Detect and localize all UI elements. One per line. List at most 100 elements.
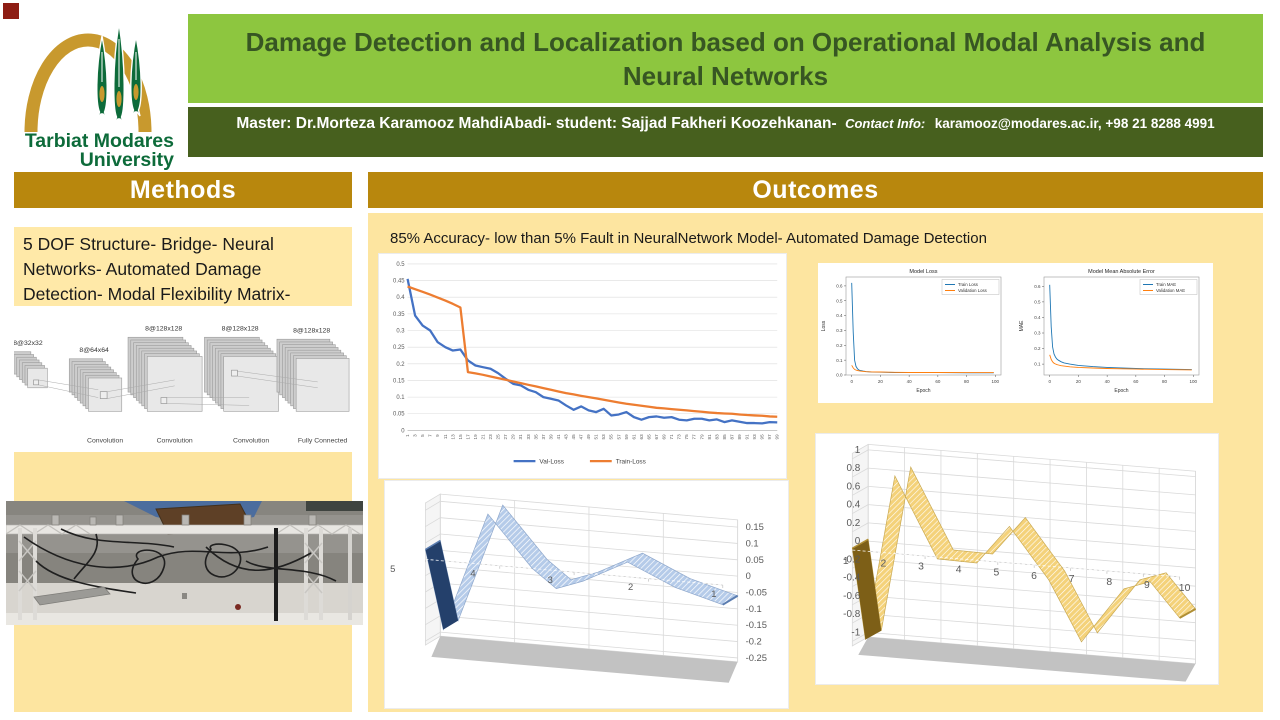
svg-text:80: 80 [964,379,970,384]
svg-text:Train-Loss: Train-Loss [616,459,646,466]
svg-text:37: 37 [541,434,546,440]
svg-text:Model Loss: Model Loss [909,269,937,275]
svg-text:77: 77 [692,434,697,440]
svg-text:0.05: 0.05 [746,554,764,565]
svg-text:49: 49 [586,434,591,440]
svg-text:99: 99 [775,434,780,440]
svg-text:8@128x128: 8@128x128 [222,326,259,333]
outcomes-panel: 85% Accuracy- low than 5% Fault in Neura… [368,213,1263,712]
damage-index-chart-yellow: 1 0.8 0.6 0.4 0.2 0 -0.2 -0.4 -0.6 -0.8 -1 1 2 3 4 5 6 7 8… [815,433,1219,685]
svg-text:3: 3 [413,434,418,437]
svg-text:31: 31 [518,434,523,440]
svg-text:1: 1 [843,556,849,567]
svg-text:0: 0 [1048,379,1051,384]
svg-text:9: 9 [435,434,440,437]
methods-header-label: Methods [129,175,237,204]
svg-text:100: 100 [1190,379,1198,384]
svg-text:93: 93 [752,434,757,440]
svg-text:60: 60 [935,379,941,384]
svg-text:89: 89 [737,434,742,440]
svg-text:91: 91 [745,434,750,440]
yellow-3d-area-graphic: 1 0.8 0.6 0.4 0.2 0 -0.2 -0.4 -0.6 -0.8 -1 1 2 3 4 5 6 7 8… [843,443,1197,682]
svg-text:57: 57 [616,434,621,440]
experiment-photo [6,501,363,625]
svg-text:47: 47 [579,434,584,440]
svg-text:19: 19 [473,434,478,440]
svg-text:53: 53 [601,434,606,440]
svg-text:13: 13 [450,434,455,440]
svg-text:20: 20 [1076,379,1082,384]
svg-text:0.3: 0.3 [1034,331,1041,336]
svg-text:Train MAE: Train MAE [1156,282,1176,287]
contact-info-value: karamooz@modares.ac.ir, +98 21 8288 4991 [934,116,1215,131]
svg-text:Loss: Loss [821,320,827,331]
svg-text:80: 80 [1162,379,1168,384]
svg-text:43: 43 [563,434,568,440]
svg-text:95: 95 [760,434,765,440]
svg-text:69: 69 [662,434,667,440]
svg-text:55: 55 [609,434,614,440]
loss-history-chart: 0 0.05 0.1 0.15 0.2 0.25 0.3 0.35 0.4 0.45 0.5 1 3 5 7… [378,253,787,479]
svg-text:21: 21 [480,434,485,440]
svg-text:-0.6: -0.6 [843,591,861,602]
svg-text:0.15: 0.15 [746,521,764,532]
svg-text:Val-Loss: Val-Loss [539,459,564,466]
svg-text:0.1: 0.1 [746,537,759,548]
modal-flexibility-chart-blue: 0.15 0.1 0.05 0 -0.05 -0.1 -0.15 -0.2 -0.25 5 4 3 2 1 [384,480,789,709]
svg-text:0.2: 0.2 [1034,346,1041,351]
svg-text:0.1: 0.1 [836,358,843,363]
svg-text:15: 15 [458,434,463,440]
svg-text:8@32x32: 8@32x32 [14,340,43,347]
authors-bar: Master: Dr.Morteza Karamooz MahdiAbadi- … [188,107,1263,157]
svg-text:67: 67 [654,434,659,440]
svg-text:5: 5 [420,434,425,437]
outcomes-header-label: Outcomes [752,175,879,204]
svg-text:0.6: 0.6 [846,481,860,492]
svg-text:University: University [80,149,174,170]
training-curves-graphic: Model Loss 0.0 0.1 0.2 0.3 0.4 0.5 0.6 0 20 40 60 80… [821,269,1200,394]
svg-text:Convolution: Convolution [157,438,193,445]
svg-text:0.5: 0.5 [396,262,405,268]
svg-text:-0.2: -0.2 [746,636,762,647]
svg-text:8: 8 [1106,577,1112,588]
svg-text:39: 39 [548,434,553,440]
svg-text:29: 29 [511,434,516,440]
svg-text:6: 6 [1031,571,1037,582]
cnn-diagram-graphic: 8@32x32 8@64x64 8@128x128 8@128x128 8@128x12… [14,326,350,445]
poster-title: Damage Detection and Localization based … [245,26,1206,91]
svg-text:Validation MAE: Validation MAE [1156,288,1185,293]
svg-text:63: 63 [639,434,644,440]
svg-text:27: 27 [503,434,508,440]
blue-3d-area-graphic: 0.15 0.1 0.05 0 -0.05 -0.1 -0.15 -0.2 -0.25 5 4 3 2 1 [390,493,767,683]
svg-text:17: 17 [465,434,470,440]
svg-text:0: 0 [850,379,853,384]
svg-text:Validation Loss: Validation Loss [958,288,987,293]
methods-section-header: Methods [14,172,352,208]
svg-text:0.05: 0.05 [393,412,405,418]
bridge-test-setup-graphic [6,501,363,625]
svg-text:-0.25: -0.25 [746,652,767,663]
svg-text:0.6: 0.6 [836,284,843,289]
svg-text:83: 83 [714,434,719,440]
svg-text:5: 5 [390,563,395,574]
svg-text:8@64x64: 8@64x64 [79,347,109,354]
svg-text:0.4: 0.4 [836,313,843,318]
svg-text:Model Mean Absolute Error: Model Mean Absolute Error [1088,269,1155,275]
svg-text:0.1: 0.1 [396,395,405,401]
loss-history-graphic: 00.050.10.150.20.250.30.350.40.450.51 3 5 7… [393,262,780,466]
svg-text:-0.4: -0.4 [843,573,861,584]
svg-text:0.6: 0.6 [1034,284,1041,289]
svg-text:10: 10 [1179,583,1191,594]
svg-text:75: 75 [684,434,689,440]
svg-text:0.4: 0.4 [1034,315,1041,320]
svg-text:0.5: 0.5 [836,298,843,303]
svg-text:0.4: 0.4 [396,295,405,301]
svg-text:0.2: 0.2 [396,362,404,368]
svg-text:81: 81 [707,434,712,440]
svg-text:Convolution: Convolution [233,438,269,445]
svg-text:Epoch: Epoch [916,388,930,394]
svg-text:-0.05: -0.05 [746,586,767,597]
svg-text:11: 11 [443,434,448,439]
